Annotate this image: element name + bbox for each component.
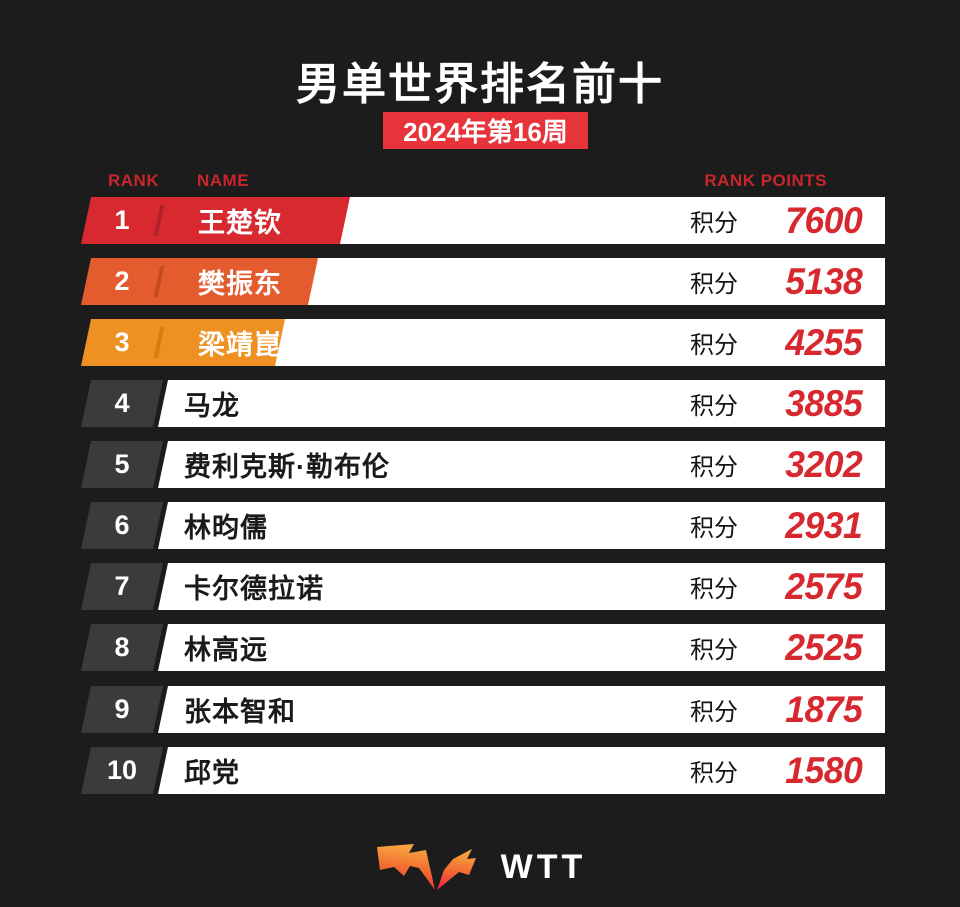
- rank-badge: 6: [81, 502, 163, 549]
- rank-number: 7: [114, 571, 130, 601]
- footer: WTT: [0, 842, 960, 892]
- points-label: 积分: [690, 637, 738, 664]
- wtt-logo-icon: [376, 844, 476, 890]
- points-label: 积分: [690, 393, 738, 420]
- points-label: 积分: [690, 271, 738, 298]
- points-label: 积分: [690, 515, 738, 542]
- player-name: 费利克斯·勒布伦: [184, 452, 390, 482]
- points-label: 积分: [690, 576, 738, 603]
- points-value: 1580: [784, 749, 863, 791]
- row-background: [158, 624, 885, 671]
- player-name: 王楚钦: [198, 208, 282, 238]
- points-label: 积分: [690, 332, 738, 359]
- points-value: 7600: [784, 199, 863, 241]
- rank-number: 8: [114, 632, 130, 662]
- table-row: 2 樊振东 积分 5138: [0, 258, 960, 305]
- rank-number: 9: [114, 694, 130, 724]
- wtt-logo-text: WTT: [500, 847, 587, 886]
- rank-badge: 9: [81, 686, 163, 733]
- column-header-name: NAME: [197, 171, 250, 190]
- rank-badge: 4: [81, 380, 163, 427]
- points-value: 2525: [784, 626, 863, 668]
- player-name: 林昀儒: [184, 513, 268, 543]
- rank-number: 3: [114, 327, 130, 357]
- points-value: 5138: [784, 260, 863, 302]
- player-name: 邱党: [184, 758, 240, 788]
- column-header-rank: RANK: [108, 171, 160, 190]
- points-label: 积分: [690, 210, 738, 237]
- rank-number: 5: [114, 449, 130, 479]
- player-name: 马龙: [184, 391, 240, 421]
- row-background: [158, 563, 885, 610]
- table-row: 4 马龙 积分 3885: [0, 380, 960, 427]
- table-row: 1 王楚钦 积分 7600: [0, 197, 960, 244]
- row-background: [158, 502, 885, 549]
- player-name: 林高远: [184, 635, 268, 665]
- rank-badge: 2 樊振东: [81, 258, 318, 305]
- page-title: 男单世界排名前十: [296, 60, 664, 109]
- points-value: 2931: [784, 504, 863, 546]
- rank-badge: 5: [81, 441, 163, 488]
- rank-badge: 1 王楚钦: [81, 197, 350, 244]
- table-row: 9 张本智和 积分 1875: [0, 686, 960, 733]
- rank-number: 4: [114, 388, 130, 418]
- table-row: 3 梁靖崑 积分 4255: [0, 319, 960, 366]
- row-background: [158, 686, 885, 733]
- row-background: [158, 747, 885, 794]
- column-header-points: RANK POINTS: [704, 171, 827, 190]
- player-name: 梁靖崑: [198, 330, 282, 360]
- table-row: 8 林高远 积分 2525: [0, 624, 960, 671]
- table-row: 7 卡尔德拉诺 积分 2575: [0, 563, 960, 610]
- table-row: 10 邱党 积分 1580: [0, 747, 960, 794]
- week-badge: 2024年第16周: [383, 112, 588, 149]
- points-value: 3202: [784, 443, 863, 485]
- points-value: 4255: [784, 321, 863, 363]
- points-label: 积分: [690, 699, 738, 726]
- points-value: 1875: [784, 688, 863, 730]
- rank-badge: 7: [81, 563, 163, 610]
- rank-number: 1: [114, 205, 130, 235]
- rank-number: 6: [114, 510, 130, 540]
- rank-number: 2: [114, 266, 130, 296]
- player-name: 张本智和: [184, 697, 296, 727]
- table-row: 5 费利克斯·勒布伦 积分 3202: [0, 441, 960, 488]
- rank-badge: 10: [81, 747, 163, 794]
- points-label: 积分: [690, 454, 738, 481]
- rank-badge: 8: [81, 624, 163, 671]
- rank-number: 10: [106, 755, 138, 785]
- rank-badge: 3 梁靖崑: [81, 319, 285, 366]
- points-label: 积分: [690, 760, 738, 787]
- points-value: 3885: [784, 382, 863, 424]
- table-row: 6 林昀儒 积分 2931: [0, 502, 960, 549]
- points-value: 2575: [784, 565, 863, 607]
- row-background: [158, 441, 885, 488]
- player-name: 卡尔德拉诺: [184, 574, 324, 604]
- row-background: [158, 380, 885, 427]
- player-name: 樊振东: [198, 269, 282, 299]
